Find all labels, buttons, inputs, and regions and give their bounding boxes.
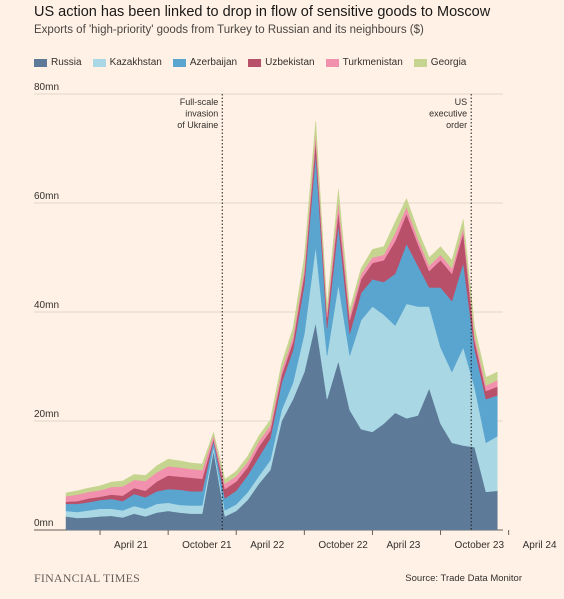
publisher-logo: FINANCIAL TIMES [34,571,141,585]
legend-swatch-kazakhstan [92,58,106,67]
y-axis-labels: 0mn 20mn 40mn 60mn 80mn [34,82,59,529]
x-tick-label: October 22 [318,540,368,551]
x-tick-label: October 23 [455,540,505,551]
page-title: US action has been linked to drop in flo… [34,4,491,20]
legend-swatch-russia [34,58,47,67]
legend-label-turkmenistan: Turkmenistan [342,57,403,68]
legend-item-turkmenistan[interactable]: Turkmenistan [325,57,403,68]
legend-swatch-georgia [413,58,427,67]
legend-item-russia[interactable]: Russia [34,57,82,68]
source-note: Source: Trade Data Monitor [405,573,522,584]
x-tick-label: April 21 [114,540,148,551]
legend-label-russia: Russia [51,57,82,68]
x-axis: April 21 October 21 April 22 October 22 Apri… [99,530,557,551]
chart-subtitle: Exports of 'high-priority' goods from Tu… [34,24,424,36]
annotation-label-0: of Ukraine [177,120,218,130]
annotation-label-0: invasion [185,109,218,119]
annotation-label-1: US [455,97,468,107]
y-tick-label: 40mn [34,300,59,311]
legend-item-kazakhstan[interactable]: Kazakhstan [92,57,162,68]
annotation-label-1: order [446,120,467,130]
area-georgia [65,121,498,497]
annotation-label-0: Full-scale [180,97,219,107]
y-tick-label: 20mn [34,409,59,420]
x-tick-label: April 22 [250,540,284,551]
x-tick-label: October 21 [182,540,232,551]
y-tick-label: 60mn [34,191,59,202]
x-tick-label: April 24 [523,540,557,551]
y-tick-label: 80mn [34,82,59,93]
legend-item-azerbaijan[interactable]: Azerbaijan [172,57,238,68]
legend: Russia Kazakhstan Azerbaijan Uzbekistan … [34,57,466,68]
legend-item-georgia[interactable]: Georgia [413,57,467,68]
y-tick-label: 0mn [34,518,53,529]
legend-label-azerbaijan: Azerbaijan [189,57,238,68]
x-tick-label: April 23 [386,540,420,551]
legend-label-uzbekistan: Uzbekistan [265,57,315,68]
annotation-label-1: executive [429,109,467,119]
legend-swatch-turkmenistan [325,58,339,67]
legend-item-uzbekistan[interactable]: Uzbekistan [248,57,315,68]
legend-swatch-azerbaijan [172,58,186,67]
area-series [65,121,498,531]
legend-label-kazakhstan: Kazakhstan [109,57,162,68]
legend-swatch-uzbekistan [248,58,262,67]
legend-label-georgia: Georgia [430,57,467,68]
